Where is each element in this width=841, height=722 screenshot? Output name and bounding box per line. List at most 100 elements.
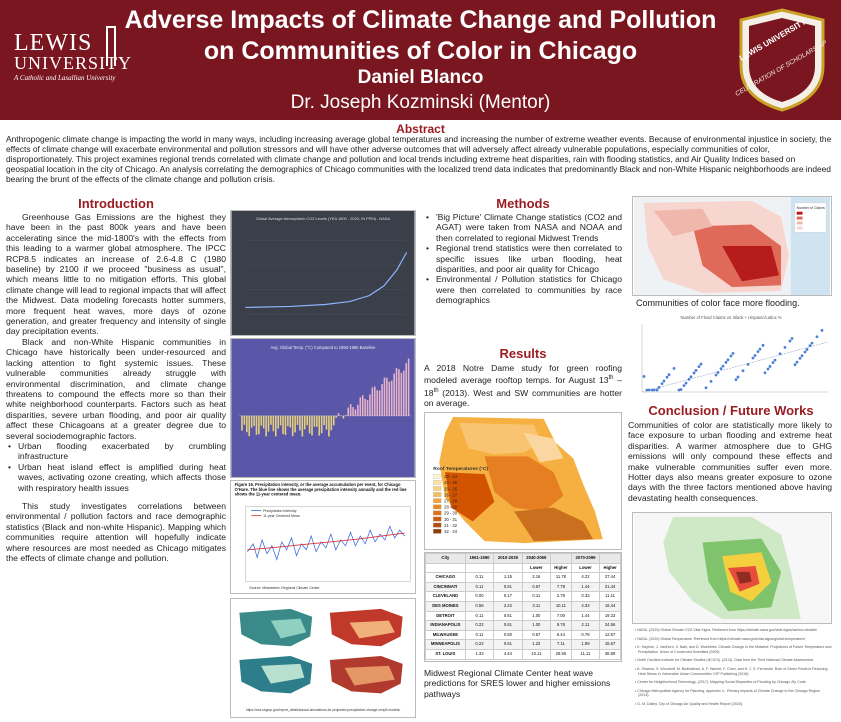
temperature-bar <box>376 390 379 416</box>
global-temperature-chart: Avg. Global Temp. (°C) Compared to 1950-… <box>230 338 416 478</box>
precipitation-intensity-chart: Figure 16. Precipitation intensity, or t… <box>230 480 416 594</box>
conclusion-body: Communities of color are statistically m… <box>628 420 832 503</box>
logo-tagline: A Catholic and Lasallian University <box>14 74 116 82</box>
temperature-bar <box>323 415 325 426</box>
scatter-point <box>716 371 720 374</box>
temperature-bar <box>250 415 253 428</box>
temperature-bar <box>402 370 405 416</box>
methods-heading: Methods <box>496 196 550 211</box>
temperature-bar <box>301 415 304 437</box>
table-value-cell: 10.11 <box>550 600 572 612</box>
scatter-point <box>771 361 775 365</box>
scatter-point <box>719 367 723 371</box>
table-row: CINCINNATI 0.11 0.61 0.67 7.78 1.44 21.44 <box>425 581 621 593</box>
table-value-cell: 0.22 <box>464 639 495 650</box>
table-value-cell: 11.78 <box>550 572 572 583</box>
logo-line1: LEWIS <box>14 30 93 56</box>
scatter-point <box>815 335 819 339</box>
table-header-cell <box>550 553 572 564</box>
table-value-cell: 1.00 <box>521 610 552 622</box>
table-city-cell: MINNEAPOLIS <box>425 639 466 650</box>
heat-wave-table: City 1961-1990 2010-2039 2040-2069 2070-2099… <box>425 553 621 660</box>
abstract-text: Anthropogenic climate change is impactin… <box>6 134 832 184</box>
table-header-cell: 2040-2069 <box>521 553 552 564</box>
scatter-point <box>736 375 740 379</box>
table-value-cell: 0.61 <box>493 581 523 593</box>
temperature-bar <box>248 415 251 437</box>
temperature-bar <box>383 377 386 416</box>
table-value-cell: 0.61 <box>493 639 523 650</box>
temperature-bar <box>316 415 318 427</box>
reference-item: • K. Hayhoe, J. VanDorn, V. Naik, and D.… <box>635 645 832 654</box>
abstract-heading: Abstract <box>396 122 445 136</box>
scatter-point <box>798 356 802 360</box>
plot-frame <box>245 506 411 582</box>
roof-legend-swatch <box>433 492 442 497</box>
table-value-cell: 1.33 <box>464 648 495 660</box>
table-value-cell: 7.78 <box>550 581 572 593</box>
flood-claims-scatter: Number of Flood Claims vs. Black + Hispa… <box>628 312 834 400</box>
table-row: DES MOINES 0.56 2.22 3.11 10.11 4.33 16.44 <box>425 600 621 612</box>
temperature-bar <box>398 369 400 416</box>
scatter-point <box>808 344 812 348</box>
temperature-bar <box>364 398 366 416</box>
mentor-name: Dr. Joseph Kozminski (Mentor) <box>290 92 551 113</box>
temperature-bar <box>378 390 381 416</box>
air-quality-map <box>632 512 832 624</box>
tower-icon <box>106 26 116 66</box>
table-value-cell: 0.61 <box>493 610 523 622</box>
scatter-point <box>756 350 760 354</box>
table-city-cell: INDIANAPOLIS <box>425 620 466 631</box>
temperature-bar <box>366 400 369 416</box>
table-subheader-cell <box>425 562 466 574</box>
scatter-point <box>714 373 718 377</box>
table-city-cell: CLEVELAND <box>425 591 466 602</box>
intro-paragraph-2: Black and non-White Hispanic communities… <box>6 336 226 441</box>
temperature-bar <box>296 415 299 425</box>
table-subheader-cell: Higher <box>550 562 572 574</box>
scatter-point <box>763 371 767 375</box>
reference-item: • Center for Neighborhood Technology. (2… <box>635 680 807 685</box>
scatter-point <box>795 360 799 364</box>
roof-legend-swatch <box>433 474 442 479</box>
precipitation-projection-maps: https://nca.usgcrp.gov/report_detail/ann… <box>230 598 416 718</box>
methods-body: 'Big Picture' Climate Change statistics … <box>424 212 622 306</box>
table-value-cell: 11.11 <box>570 648 601 660</box>
scatter-point <box>655 388 659 392</box>
table-row: CLEVELAND 0.00 0.17 0.11 2.78 0.33 11.11 <box>425 591 621 602</box>
temperature-bar <box>243 415 246 425</box>
scatter-point <box>753 354 757 357</box>
table-subheader-cell: Lower <box>570 562 601 574</box>
temperature-bars <box>241 358 410 437</box>
roof-legend-swatch <box>433 528 442 534</box>
results-sup-2: th <box>433 387 439 394</box>
roof-legend-title: Roof Temperatures (°C) <box>433 466 488 472</box>
legend-mean: 11-year Centered Mean <box>263 514 300 518</box>
temperature-bar <box>299 415 301 431</box>
scatter-point <box>650 388 654 392</box>
heat-wave-table-container: City 1961-1990 2010-2039 2040-2069 2070-2099… <box>424 552 622 662</box>
table-row: CHICAGO 0.11 1.15 2.16 11.78 4.22 27.44 <box>425 572 621 583</box>
table-value-cell: 1.00 <box>521 620 552 631</box>
temperature-bar <box>359 397 362 416</box>
scatter-points <box>642 329 824 392</box>
table-value-cell: 2.11 <box>570 620 601 631</box>
table-value-cell: 0.50 <box>493 629 523 641</box>
table-value-cell: 0.11 <box>521 591 552 602</box>
scatter-point <box>803 350 807 354</box>
table-subheader-cell: Higher <box>599 562 621 574</box>
scatter-point <box>761 343 765 347</box>
scatter-point <box>704 386 708 390</box>
table-value-cell: 0.11 <box>464 629 495 641</box>
table-value-cell: 0.11 <box>464 610 495 622</box>
scatter-point <box>741 369 745 373</box>
reference-item: • A. Sharma, S. Woodruff, M. Budhathoki,… <box>635 666 828 676</box>
scatter-point <box>689 375 693 379</box>
table-value-cell: 11.11 <box>599 591 621 602</box>
table-value-cell: 15.67 <box>599 639 621 650</box>
table-value-cell: 1.22 <box>521 639 552 650</box>
poster-title-line1: Adverse Impacts of Climate Change and Po… <box>124 6 717 34</box>
scatter-point <box>751 356 755 360</box>
temperature-bar <box>284 415 287 435</box>
reference-item: • North Carolina Institute for Climate S… <box>635 658 814 663</box>
